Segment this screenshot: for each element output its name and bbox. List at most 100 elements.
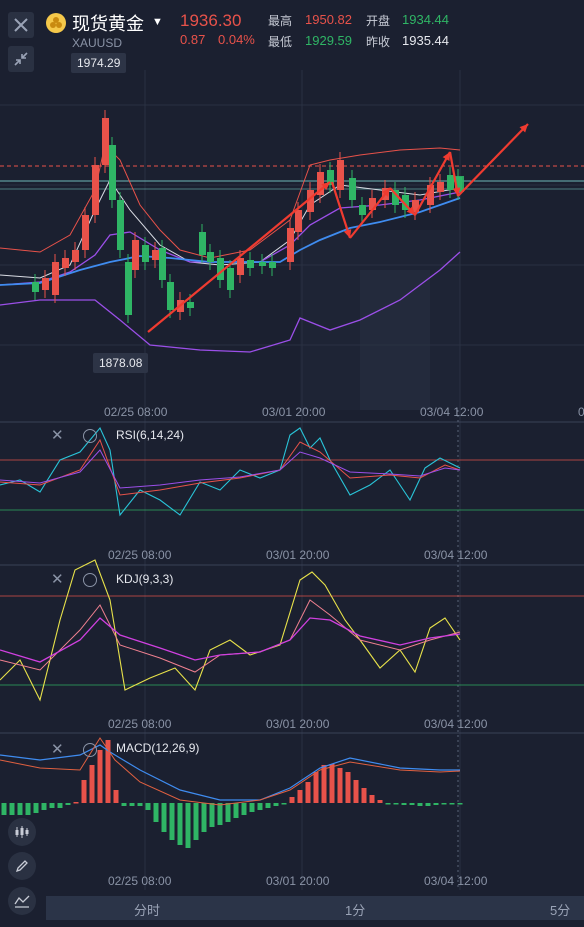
rsi-line-14 — [0, 438, 461, 496]
candle-body — [42, 278, 49, 290]
kdj-line-k — [0, 599, 461, 673]
kdj-close-icon[interactable]: ✕ — [51, 571, 64, 588]
macd-time-label-3: 03/04 12:00 — [424, 874, 488, 888]
macd-time-label-2: 03/01 20:00 — [266, 874, 330, 888]
price-change-pct: 0.04% — [218, 32, 255, 47]
candle-body — [52, 262, 59, 295]
macd-hist-bar — [321, 765, 327, 803]
candle-body — [217, 258, 224, 280]
macd-hist-bar — [209, 803, 215, 827]
timeframe-1min[interactable]: 1分 — [345, 903, 366, 918]
instrument-title[interactable]: 现货黄金 — [72, 14, 144, 34]
rsi-line-6 — [0, 426, 461, 517]
kdj-time-label-2: 03/01 20:00 — [266, 717, 330, 731]
shrink-icon — [14, 52, 28, 66]
candle-body — [237, 258, 244, 275]
candle-body — [427, 185, 434, 205]
timeframe-bar — [46, 896, 584, 920]
line-tool-button[interactable] — [8, 887, 36, 915]
macd-hist-bar — [193, 803, 199, 840]
macd-hist-bar — [49, 803, 55, 808]
close-button[interactable] — [8, 12, 34, 38]
candle-body — [142, 245, 149, 262]
candle-body — [307, 190, 314, 212]
low-value: 1929.59 — [305, 33, 352, 48]
trend-arrow-main-head — [321, 182, 330, 191]
macd-hist-bar — [265, 803, 271, 808]
pencil-icon — [15, 860, 28, 873]
macd-hist-bar — [161, 803, 167, 832]
min-price-tag: 1878.08 — [93, 353, 149, 373]
rsi-close-icon[interactable]: ✕ — [51, 427, 64, 444]
macd-hist-bar — [137, 803, 143, 806]
macd-label: MACD(12,26,9) — [116, 741, 200, 755]
macd-hist-bar — [393, 803, 399, 805]
trend-arrow-up-1 — [349, 187, 391, 239]
trend-arrow-down-1 — [330, 181, 352, 239]
high-value: 1950.82 — [305, 12, 352, 27]
trend-arrow-main — [147, 181, 331, 333]
close-icon — [14, 18, 28, 32]
macd-hist-bar — [425, 803, 431, 806]
candle-body — [207, 252, 214, 262]
macd-hist-bar — [1, 803, 7, 815]
trend-arrow-down-3-head — [452, 187, 461, 196]
macd-hist-bar — [449, 803, 455, 805]
candle-body — [437, 182, 444, 192]
rsi-gear-icon[interactable] — [83, 429, 97, 443]
macd-hist-bar — [185, 803, 191, 848]
candle-body — [412, 200, 419, 212]
rsi-label: RSI(6,14,24) — [116, 428, 185, 442]
macd-hist-bar — [377, 800, 383, 803]
macd-hist-bar — [417, 803, 423, 806]
max-price-tag: 1974.29 — [71, 53, 127, 73]
macd-gear-icon[interactable] — [83, 743, 97, 757]
prev-close-label: 昨收 — [366, 35, 391, 49]
open-value: 1934.44 — [402, 12, 449, 27]
candle-body — [402, 195, 409, 210]
macd-hist-bar — [129, 803, 135, 806]
rsi-time-label-2: 03/01 20:00 — [266, 548, 330, 562]
candle-body — [72, 250, 79, 262]
macd-hist-bar — [73, 802, 79, 804]
timeframe-tick[interactable]: 分时 — [134, 903, 161, 918]
macd-hist-bar — [121, 803, 127, 806]
gold-coin-icon — [46, 13, 66, 33]
open-label: 开盘 — [366, 14, 391, 28]
candle-body — [159, 248, 166, 280]
trend-arrow-down-1-head — [343, 229, 352, 238]
shrink-button[interactable] — [8, 46, 34, 72]
candlestick-tool-button[interactable] — [8, 818, 36, 846]
macd-hist-bar — [25, 803, 31, 815]
kdj-gear-icon[interactable] — [83, 573, 97, 587]
candle-body — [132, 240, 139, 270]
high-label: 最高 — [268, 14, 293, 28]
candle-body — [295, 210, 302, 232]
candle-body — [62, 258, 69, 268]
macd-hist-bar — [169, 803, 175, 840]
kdj-time-label-3: 03/04 12:00 — [424, 717, 488, 731]
macd-hist-bar — [257, 803, 263, 810]
macd-hist-bar — [9, 803, 15, 815]
candle-body — [167, 282, 174, 310]
draw-tool-button[interactable] — [8, 852, 36, 880]
macd-hist-bar — [177, 803, 183, 845]
chevron-down-icon[interactable]: ▼ — [152, 16, 163, 28]
candle-body — [369, 198, 376, 210]
macd-hist-bar — [201, 803, 207, 832]
kdj-line-j — [0, 559, 461, 702]
macd-hist-bar — [241, 803, 247, 815]
trend-arrow-up-2 — [414, 151, 451, 216]
macd-hist-bar — [225, 803, 231, 822]
macd-close-icon[interactable]: ✕ — [51, 741, 64, 758]
candle-body — [337, 160, 344, 190]
candlestick-icon — [15, 826, 29, 838]
macd-hist-bar — [281, 803, 287, 805]
time-label-extra: 0 — [578, 405, 584, 419]
macd-hist-bar — [305, 782, 311, 803]
candle-body — [152, 250, 159, 260]
macd-hist-bar — [81, 780, 87, 803]
timeframe-5min[interactable]: 5分 — [550, 903, 571, 918]
candle-body — [392, 190, 399, 205]
